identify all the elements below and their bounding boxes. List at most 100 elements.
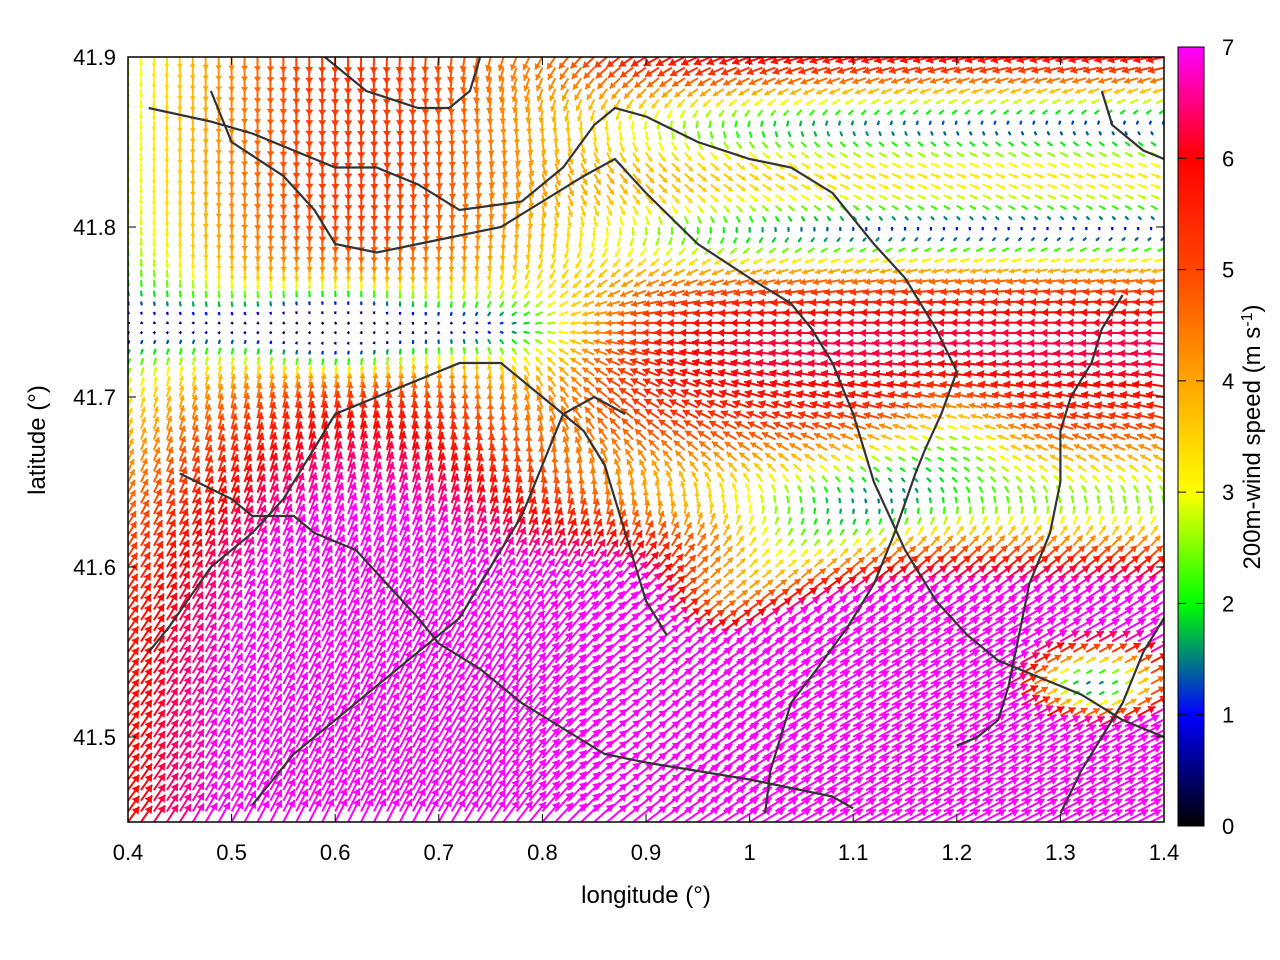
wind-vector: [269, 291, 273, 298]
wind-vector: [586, 270, 594, 278]
wind-vector: [1067, 475, 1074, 482]
wind-vector: [983, 516, 987, 525]
wind-vector: [512, 270, 517, 281]
wind-vector: [334, 291, 337, 297]
wind-vector: [1030, 486, 1034, 493]
wind-vector: [919, 268, 931, 274]
wind-vector: [908, 258, 918, 263]
wind-vector: [685, 544, 695, 557]
wind-vector: [853, 529, 857, 535]
wind-vector: [698, 216, 702, 223]
wind-vector: [1121, 485, 1125, 492]
wind-vector: [750, 174, 759, 180]
wind-vector: [1125, 536, 1134, 546]
wind-vector: [536, 375, 542, 386]
wind-vector: [230, 365, 235, 376]
wind-vector: [562, 270, 568, 279]
wind-vector: [570, 330, 581, 335]
wind-vector: [192, 348, 195, 355]
wind-vector: [411, 291, 415, 299]
wind-vector: [219, 802, 231, 822]
wind-vector: [373, 358, 377, 366]
wind-vector: [491, 716, 505, 737]
wind-vector: [1009, 526, 1016, 536]
wind-vector: [359, 342, 362, 345]
wind-vector: [1151, 516, 1156, 525]
wind-vector: [514, 227, 520, 240]
wind-vector: [737, 547, 745, 556]
wind-vector: [952, 477, 957, 482]
wind-vector: [672, 195, 679, 203]
wind-vector: [478, 641, 491, 662]
wind-vector: [1020, 423, 1034, 430]
wind-vector: [166, 386, 171, 397]
wind-vector: [487, 347, 491, 354]
wind-vector: [596, 291, 607, 298]
wind-vector: [465, 599, 477, 620]
wind-vector: [450, 347, 454, 354]
wind-vector: [217, 332, 220, 335]
wind-vector: [744, 473, 750, 482]
wind-vector: [478, 747, 492, 769]
wind-vector: [618, 227, 623, 236]
wind-vector: [536, 357, 543, 365]
wind-vector: [347, 351, 350, 355]
wind-vector: [140, 340, 143, 344]
wind-vector: [937, 447, 944, 451]
wind-vector: [398, 312, 401, 315]
wind-vector: [869, 445, 879, 450]
wind-vector: [1099, 206, 1105, 210]
wind-vector: [685, 185, 694, 193]
wind-vector: [679, 248, 685, 255]
wind-vector: [641, 248, 646, 256]
wind-vector: [970, 546, 982, 557]
wind-vector: [709, 227, 712, 234]
wind-vector: [478, 737, 492, 759]
wind-vector: [853, 539, 859, 546]
wind-vector: [788, 174, 798, 180]
wind-vector: [1044, 238, 1047, 241]
wind-vector: [1072, 278, 1087, 285]
wind-vector: [1154, 258, 1164, 263]
wind-vector: [450, 339, 453, 344]
wind-vector: [500, 291, 504, 299]
wind-vector: [1145, 248, 1152, 251]
wind-vector: [256, 321, 259, 324]
wind-vector: [1138, 688, 1149, 694]
wind-vector: [164, 174, 169, 185]
wind-vector: [895, 435, 905, 440]
wind-vector: [737, 185, 746, 191]
wind-vector: [1060, 668, 1069, 673]
wind-vector: [827, 539, 832, 545]
wind-vector: [840, 549, 848, 557]
wind-vector: [504, 579, 516, 599]
wind-vector: [152, 185, 157, 195]
wind-vector: [243, 321, 246, 324]
wind-vector: [1125, 699, 1136, 706]
wind-vector: [524, 291, 529, 299]
wind-vector: [1144, 339, 1164, 348]
wind-vector: [580, 216, 585, 227]
wind-vector: [892, 566, 908, 578]
wind-vector: [858, 456, 866, 461]
wind-vector: [631, 300, 646, 307]
wind-vector: [152, 248, 156, 257]
wind-vector: [1112, 691, 1118, 695]
wind-vector: [838, 498, 841, 503]
wind-vector: [512, 322, 517, 325]
wind-vector: [692, 248, 698, 255]
wind-vector: [178, 280, 182, 288]
wind-vector: [1137, 433, 1151, 440]
wind-vector: [1122, 496, 1126, 504]
wind-vector: [308, 291, 311, 298]
wind-vector: [439, 672, 452, 694]
wind-vector: [1144, 318, 1164, 327]
wind-vector: [166, 321, 169, 324]
wind-vector: [633, 409, 646, 419]
wind-vector: [1139, 268, 1151, 274]
wind-vector: [321, 311, 324, 314]
wind-vector: [698, 174, 707, 182]
wind-vector: [359, 331, 362, 334]
wind-vector: [535, 331, 542, 334]
wind-vector: [547, 312, 555, 316]
